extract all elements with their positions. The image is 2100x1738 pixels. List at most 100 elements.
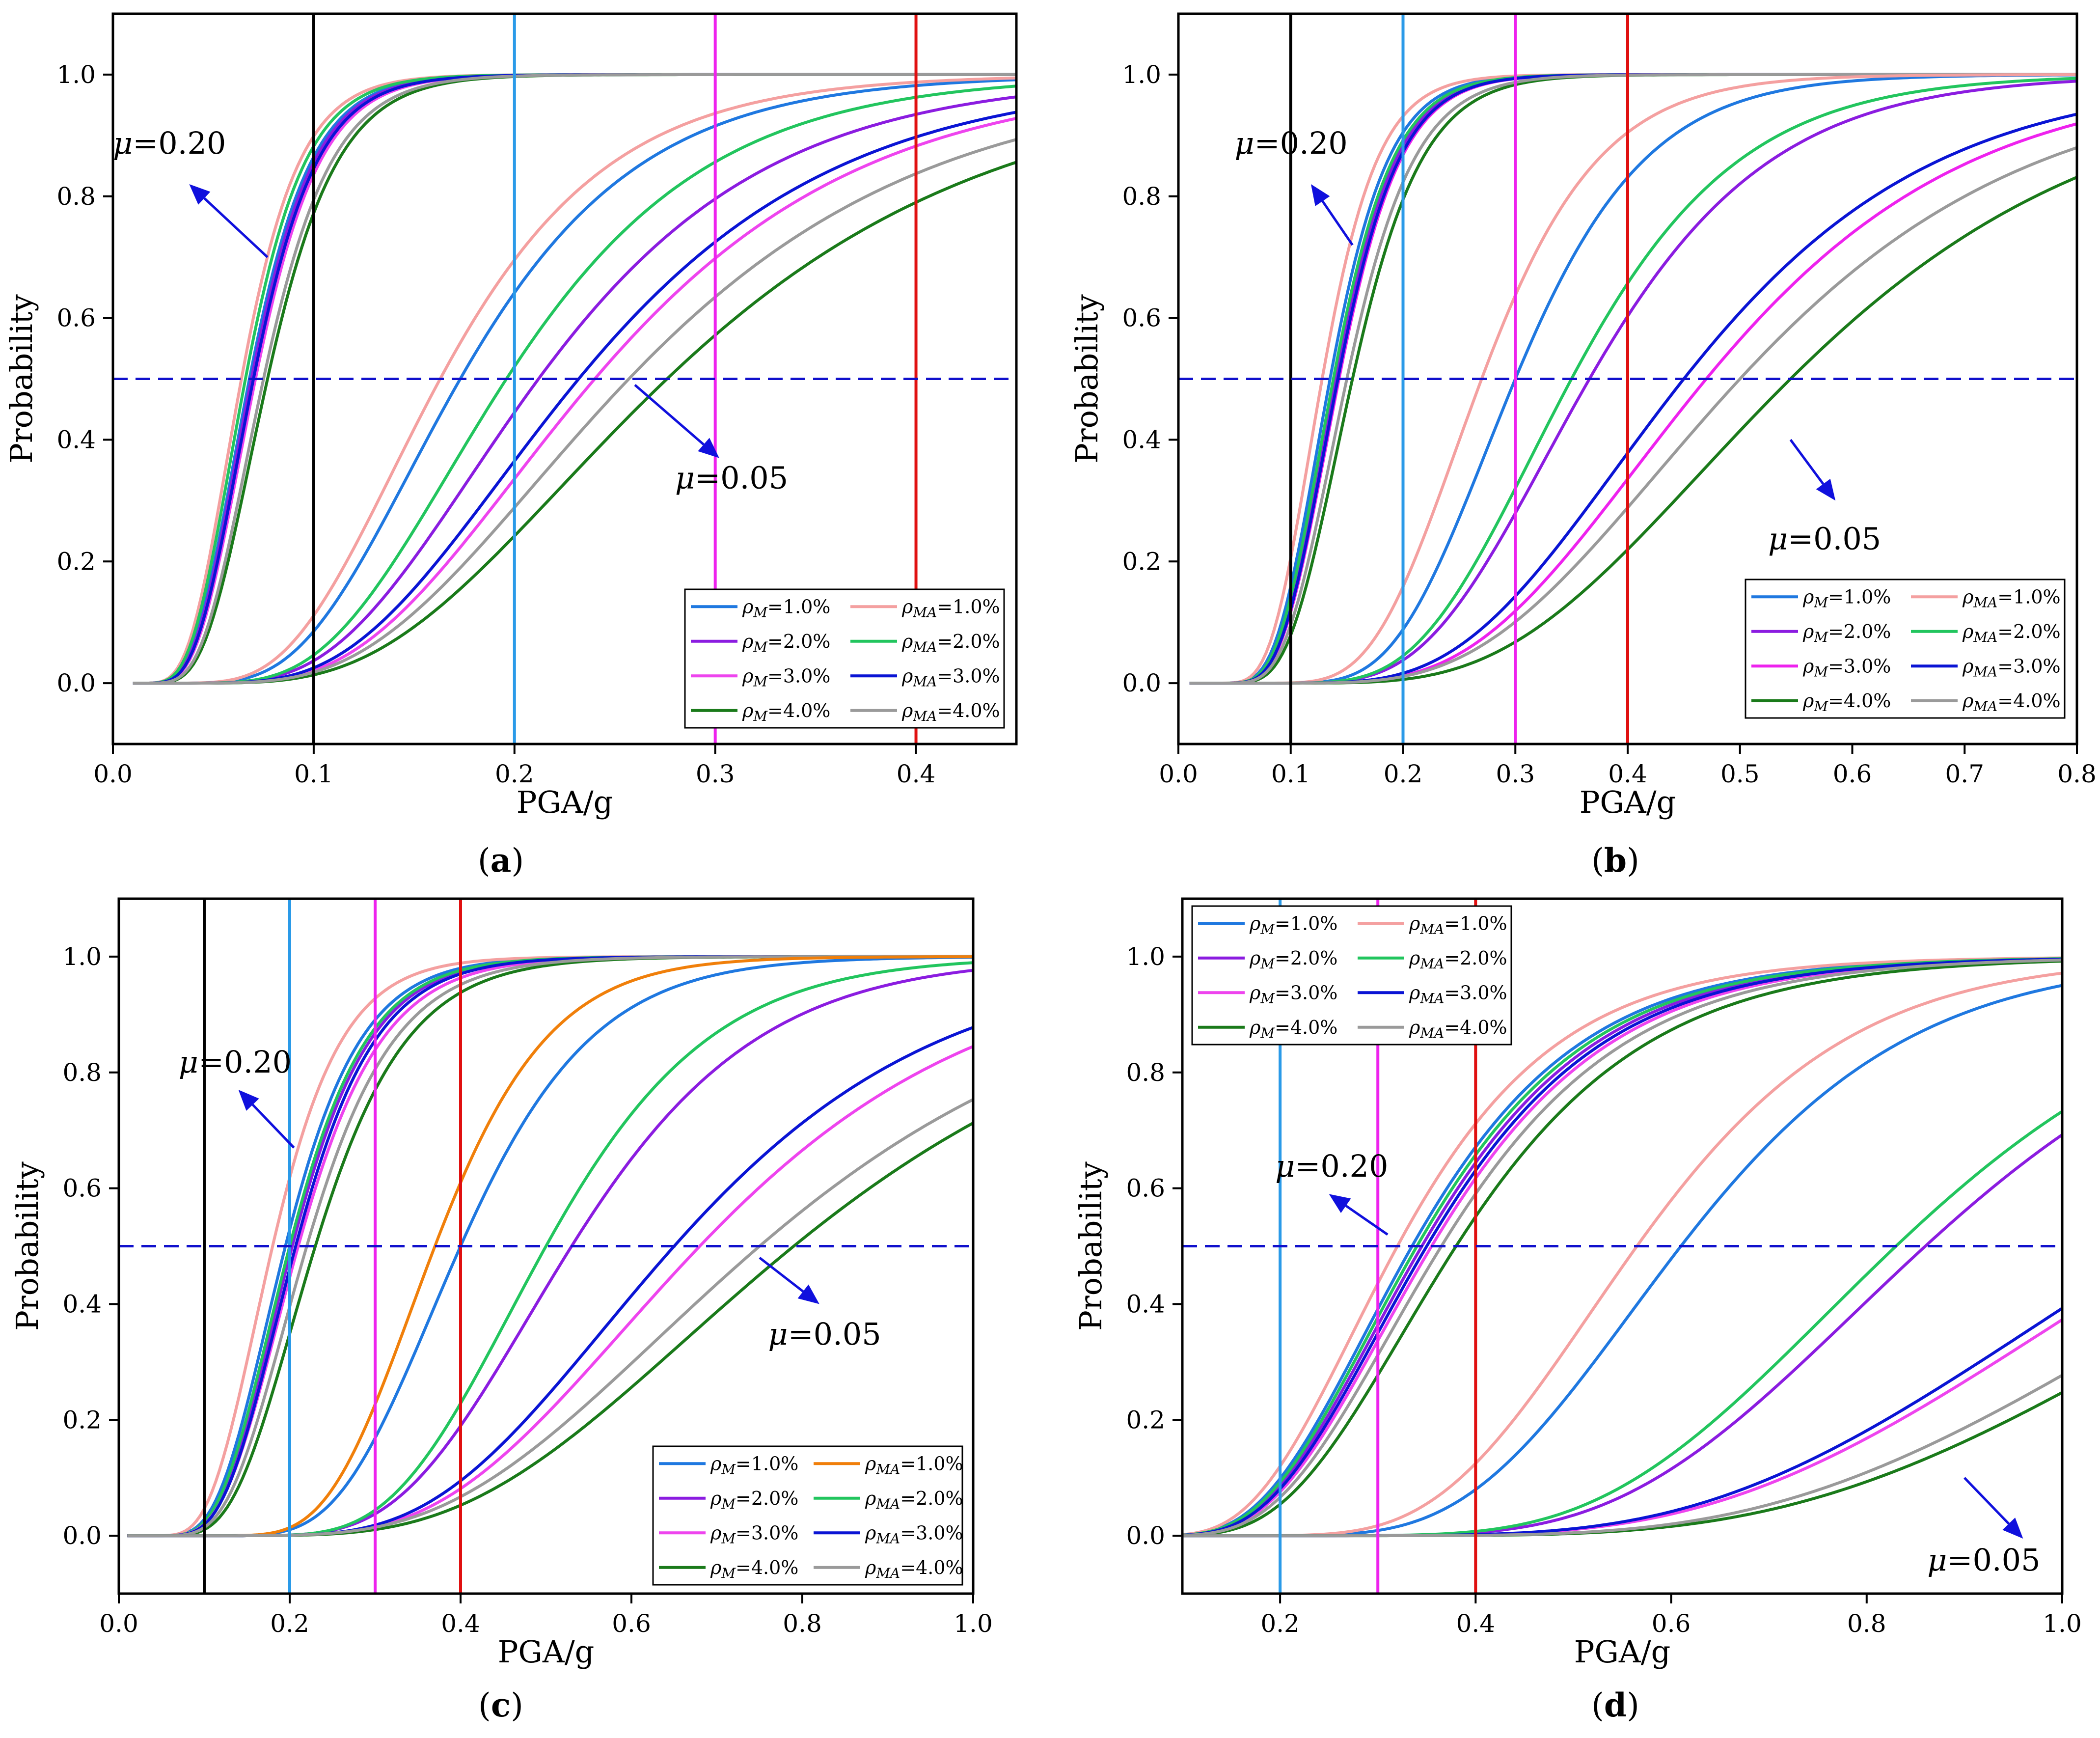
legend-label: ρMA=3.0% xyxy=(865,1522,963,1546)
x-tick-label: 0.2 xyxy=(1260,1609,1300,1638)
y-tick-label: 0.8 xyxy=(56,182,96,211)
y-tick-label: 0.2 xyxy=(1126,1406,1165,1434)
legend-item: ρM=4.0% xyxy=(659,1557,798,1581)
legend-item: ρMA=1.0% xyxy=(1358,912,1507,937)
legend-item: ρM=2.0% xyxy=(659,1488,798,1512)
annotation-mu-020: μ=0.20 xyxy=(1275,1148,1389,1236)
x-tick-label: 0.6 xyxy=(1833,760,1872,788)
axes-frame xyxy=(1181,897,2064,1595)
fragility-curve-mu-020-5 xyxy=(1182,958,2062,1537)
y-tick-label: 0.6 xyxy=(56,304,96,332)
legend-box xyxy=(1191,905,1512,1046)
y-tick-label: 0.8 xyxy=(1126,1058,1165,1087)
arrow-shaft xyxy=(1964,1477,2010,1525)
legend-label: ρM=4.0% xyxy=(1802,690,1891,715)
legend-item: ρM=2.0% xyxy=(691,631,830,655)
x-tick-label: 0.3 xyxy=(1496,760,1535,788)
panel-letter: c xyxy=(491,1686,511,1724)
legend-box xyxy=(684,588,1005,729)
legend: ρM=1.0% ρMA=1.0% ρM=2.0% ρMA=2.0% ρM=3.0% ρMA… xyxy=(1745,579,2066,719)
fragility-curve-mu-005-9 xyxy=(1189,73,2077,685)
legend-item: ρMA=1.0% xyxy=(814,1453,963,1477)
x-tick-label: 0.3 xyxy=(696,760,735,788)
y-tick-label: 1.0 xyxy=(1126,942,1165,971)
legend-label: ρMA=4.0% xyxy=(865,1557,963,1581)
annotation-label: μ=0.20 xyxy=(1275,1148,1388,1184)
legend-item: ρM=4.0% xyxy=(691,700,830,724)
panel-letter: d xyxy=(1604,1686,1627,1724)
x-axis-label: PGA/g xyxy=(1574,1634,1671,1670)
legend-label: ρM=3.0% xyxy=(742,665,830,690)
y-axis-label: Probability xyxy=(1069,294,1105,463)
arrow-head-icon xyxy=(1816,478,1836,501)
y-tick-label: 0.0 xyxy=(1122,669,1161,697)
legend-item: ρM=3.0% xyxy=(1198,982,1337,1006)
axes-frame xyxy=(111,12,1018,745)
arrow-head-icon xyxy=(1310,184,1330,206)
x-tick-label: 0.4 xyxy=(897,760,936,788)
legend-label: ρMA=2.0% xyxy=(901,631,1000,655)
y-tick-label: 0.0 xyxy=(62,1521,102,1550)
annotation-mu-020: μ=0.20 xyxy=(1234,125,1354,246)
arrow-shaft xyxy=(203,197,269,258)
legend-label: ρM=4.0% xyxy=(742,700,830,724)
legend-label: ρM=1.0% xyxy=(710,1453,798,1477)
x-tick-label: 1.0 xyxy=(954,1609,993,1638)
fragility-curve-mu-005-8 xyxy=(1189,73,2077,685)
x-axis-label: PGA/g xyxy=(517,784,613,820)
fragility-curve-mu-020-7 xyxy=(1182,958,2062,1537)
legend-label: ρM=4.0% xyxy=(1249,1017,1337,1041)
x-tick-label: 0.7 xyxy=(1945,760,1984,788)
fragility-curve-mu-005-15 xyxy=(1189,146,2077,685)
panel-letter: b xyxy=(1604,841,1627,880)
legend-item: ρM=2.0% xyxy=(1751,621,1891,645)
y-tick-label: 0.6 xyxy=(62,1174,102,1203)
x-tick-label: 0.0 xyxy=(1159,760,1198,788)
legend-label: ρM=4.0% xyxy=(710,1557,798,1581)
legend-box xyxy=(652,1445,963,1586)
y-tick-label: 1.0 xyxy=(62,942,102,971)
annotation-mu-020: μ=0.20 xyxy=(179,1044,295,1149)
legend-label: ρMA=2.0% xyxy=(1962,621,2061,645)
x-tick-label: 0.2 xyxy=(495,760,534,788)
annotation-label: μ=0.05 xyxy=(1927,1542,2040,1578)
x-axis-label: PGA/g xyxy=(498,1634,595,1670)
legend-label: ρMA=3.0% xyxy=(901,665,1000,690)
arrow-shaft xyxy=(1345,1205,1389,1236)
panel-c: 0.0 0.2 0.4 0.6 0.8 1.0 0.0 0.2 0.4 0.6 0.8 1.0 PGA/… xyxy=(9,897,993,1724)
legend-item: ρM=3.0% xyxy=(691,665,830,690)
arrow-shaft xyxy=(1789,439,1825,485)
annotation-label: μ=0.20 xyxy=(113,125,226,161)
y-tick-label: 0.6 xyxy=(1126,1174,1165,1203)
fragility-curve-mu-005-8 xyxy=(133,78,1016,685)
legend-item: ρMA=2.0% xyxy=(1358,947,1507,972)
plot-area xyxy=(1182,899,2062,1594)
legend-label: ρM=2.0% xyxy=(710,1488,798,1512)
legend-item: ρM=1.0% xyxy=(1198,912,1337,937)
legend-label: ρM=3.0% xyxy=(1802,655,1891,680)
annotation-label: μ=0.05 xyxy=(1768,521,1881,556)
y-tick-label: 0.8 xyxy=(62,1058,102,1087)
legend-item: ρM=1.0% xyxy=(659,1453,798,1477)
panel-d: 0.2 0.4 0.6 0.8 1.0 0.0 0.2 0.4 0.6 0.8 1.0 PGA/g Pr… xyxy=(1073,897,2082,1724)
y-tick-label: 0.4 xyxy=(62,1290,102,1318)
y-axis-label: Probability xyxy=(9,1161,45,1330)
y-tick-label: 0.8 xyxy=(1122,182,1161,211)
arrow-head-icon xyxy=(797,1284,819,1304)
legend-label: ρM=1.0% xyxy=(1249,912,1337,937)
arrow-head-icon xyxy=(189,184,211,205)
y-tick-label: 0.2 xyxy=(62,1406,102,1434)
legend-label: ρMA=2.0% xyxy=(865,1488,963,1512)
legend-item: ρM=3.0% xyxy=(659,1522,798,1546)
y-tick-label: 0.6 xyxy=(1122,304,1161,332)
legend-label: ρM=2.0% xyxy=(1249,947,1337,972)
x-tick-label: 0.6 xyxy=(612,1609,651,1638)
legend-label: ρM=3.0% xyxy=(1249,982,1337,1006)
legend-item: ρMA=1.0% xyxy=(1911,586,2061,610)
fragility-curve-mu-020-6 xyxy=(1182,960,2062,1537)
legend-label: ρM=1.0% xyxy=(1802,586,1891,610)
legend-item: ρMA=4.0% xyxy=(850,700,1000,724)
x-tick-label: 0.2 xyxy=(1384,760,1423,788)
